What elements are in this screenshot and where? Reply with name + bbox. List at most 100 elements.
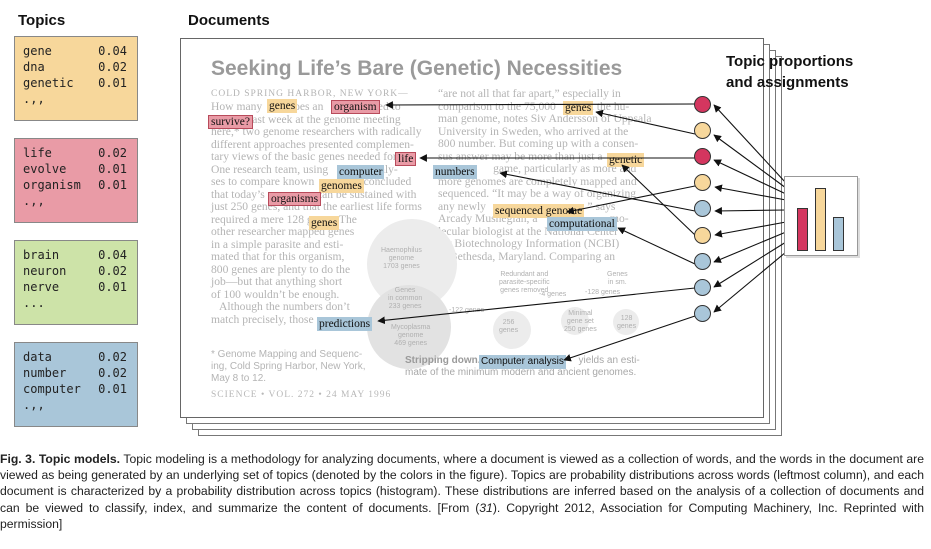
topic-word-row: dna 0.02 xyxy=(23,59,137,75)
topic-prob: 0.01 xyxy=(98,280,127,294)
word-genetic: genetic xyxy=(607,153,645,167)
arrow-to-numbers xyxy=(499,170,696,212)
topic-word: genetic xyxy=(23,76,74,90)
topic-proportion-histogram xyxy=(784,176,858,256)
topic-ellipsis: .,, xyxy=(23,92,45,106)
word-computational: computational xyxy=(547,217,617,231)
redundant-label: Redundant and parasite-specific genes re… xyxy=(499,271,550,294)
document-dateline: COLD SPRING HARBOR, NEW YORK— xyxy=(211,89,409,99)
graphic-caption-bold: Stripping down. xyxy=(405,355,481,366)
topic-prob: 0.01 xyxy=(98,382,127,396)
assignment-node xyxy=(694,304,711,322)
topic-word: neuron xyxy=(23,264,67,278)
topic-word-row: .,, xyxy=(23,91,137,107)
topic-ellipsis: .,, xyxy=(23,194,45,208)
genes-common-label: Genes in common 233 genes xyxy=(388,287,423,310)
topic-word-row: ... xyxy=(23,295,137,311)
assignment-node xyxy=(694,226,711,244)
word-genomes: genomes xyxy=(319,179,364,193)
caption-text: Topic modeling is a methodology for anal… xyxy=(0,452,924,515)
arrow-to-predictions xyxy=(377,287,696,325)
arrow-to-genetic xyxy=(621,164,696,236)
document-footer: SCIENCE • VOL. 272 • 24 MAY 1996 xyxy=(211,390,392,400)
genes-small-label: Genes in sm. xyxy=(607,271,628,286)
assignment-node xyxy=(694,96,711,113)
graphic-caption-line2: mate of the minimum modern and ancient g… xyxy=(405,367,637,378)
caption-ref: 31 xyxy=(479,500,493,515)
topic-word: nerve xyxy=(23,280,60,294)
topic-word-row: gene 0.04 xyxy=(23,43,137,59)
topic-proportions-title: Topic proportions and assignments xyxy=(726,51,853,93)
assignment-node xyxy=(694,148,711,166)
word-numbers: numbers xyxy=(433,165,477,179)
mycoplasma-circle xyxy=(367,285,451,369)
word-organisms: organisms xyxy=(268,192,322,206)
minimal-gene-set-label: Minimal gene set 250 genes xyxy=(564,310,597,333)
topic-word-row: brain 0.04 xyxy=(23,247,137,263)
assignment-node xyxy=(694,122,711,140)
topic-word: evolve xyxy=(23,162,67,176)
topic-word: data xyxy=(23,350,52,364)
small-set-circle xyxy=(613,309,639,335)
topic-word-row: number 0.02 xyxy=(23,365,137,381)
topic-word-row: evolve 0.01 xyxy=(23,161,137,177)
topic-word-row: data 0.02 xyxy=(23,349,137,365)
topic-prob: 0.04 xyxy=(98,44,127,58)
assignment-node xyxy=(694,278,711,296)
figure-caption: Fig. 3. Topic models. Topic modeling is … xyxy=(0,451,924,532)
arrow-to-genes xyxy=(595,109,696,135)
topic-word-row: genetic 0.01 xyxy=(23,75,137,91)
genes-minus-128-label: -128 genes xyxy=(585,289,621,296)
word-survive: survive? xyxy=(208,115,253,129)
arrow-to-computer-analysis xyxy=(563,315,696,362)
topic-word-row: nerve 0.01 xyxy=(23,279,137,295)
topic-word: gene xyxy=(23,44,52,58)
word-genes-1: genes xyxy=(267,99,298,113)
topic-prob: 0.01 xyxy=(98,76,127,90)
topic-prob: 0.02 xyxy=(98,264,127,278)
topic-word: life xyxy=(23,146,52,160)
topics-header: Topics xyxy=(18,12,66,29)
assignment-node xyxy=(694,252,711,270)
topic-prob: 0.01 xyxy=(98,178,127,192)
arrow-to-organism xyxy=(385,101,696,109)
topic-word-row: neuron 0.02 xyxy=(23,263,137,279)
assignment-node xyxy=(694,200,711,218)
graphic-caption: Stripping down. yields an esti- xyxy=(405,355,640,366)
topic-box-genetics: gene 0.04 dna 0.02 genetic 0.01 .,, xyxy=(14,36,138,121)
topic-prob: 0.02 xyxy=(98,350,127,364)
document-title: Seeking Life’s Bare (Genetic) Necessitie… xyxy=(211,57,623,80)
histogram-bar xyxy=(797,207,808,251)
topic-word-row: .,, xyxy=(23,193,137,209)
document-page: Seeking Life’s Bare (Genetic) Necessitie… xyxy=(180,38,764,418)
topic-word-row: computer 0.01 xyxy=(23,381,137,397)
arrow-hist-1 xyxy=(713,104,787,184)
arrow-hist-6 xyxy=(714,221,787,238)
word-life: life xyxy=(395,152,417,166)
word-organism-1: organism xyxy=(331,100,380,114)
word-genes-2: genes xyxy=(309,216,340,230)
word-computer-analysis: Computer analysis xyxy=(479,355,566,369)
histogram-bar xyxy=(833,217,844,251)
genes-minus-4-label: -4 genes xyxy=(539,291,567,298)
arrow-hist-8 xyxy=(713,241,787,288)
document-footnote: * Genome Mapping and Sequenc- ing, Cold … xyxy=(211,349,366,384)
arrow-to-computational xyxy=(617,227,696,265)
topic-word-row: .,, xyxy=(23,397,137,413)
histogram-bar xyxy=(815,188,826,251)
caption-label: Fig. 3. Topic models. xyxy=(0,452,121,466)
topic-prob: 0.04 xyxy=(98,248,127,262)
topic-word: organism xyxy=(23,178,81,192)
topic-word-row: organism 0.01 xyxy=(23,177,137,193)
graphic-caption-rest: yields an esti- xyxy=(578,355,640,366)
arrow-hist-3 xyxy=(713,159,787,195)
topic-prob: 0.01 xyxy=(98,162,127,176)
topic-word: dna xyxy=(23,60,45,74)
word-computer: computer xyxy=(337,165,385,179)
genes-128-label: 128 genes xyxy=(617,315,637,330)
topic-proportions-title-line1: Topic proportions xyxy=(726,53,854,70)
documents-header: Documents xyxy=(188,12,270,29)
topic-box-data: data 0.02 number 0.02 computer 0.01 .,, xyxy=(14,342,138,427)
topic-word: number xyxy=(23,366,67,380)
assignment-node xyxy=(694,174,711,192)
